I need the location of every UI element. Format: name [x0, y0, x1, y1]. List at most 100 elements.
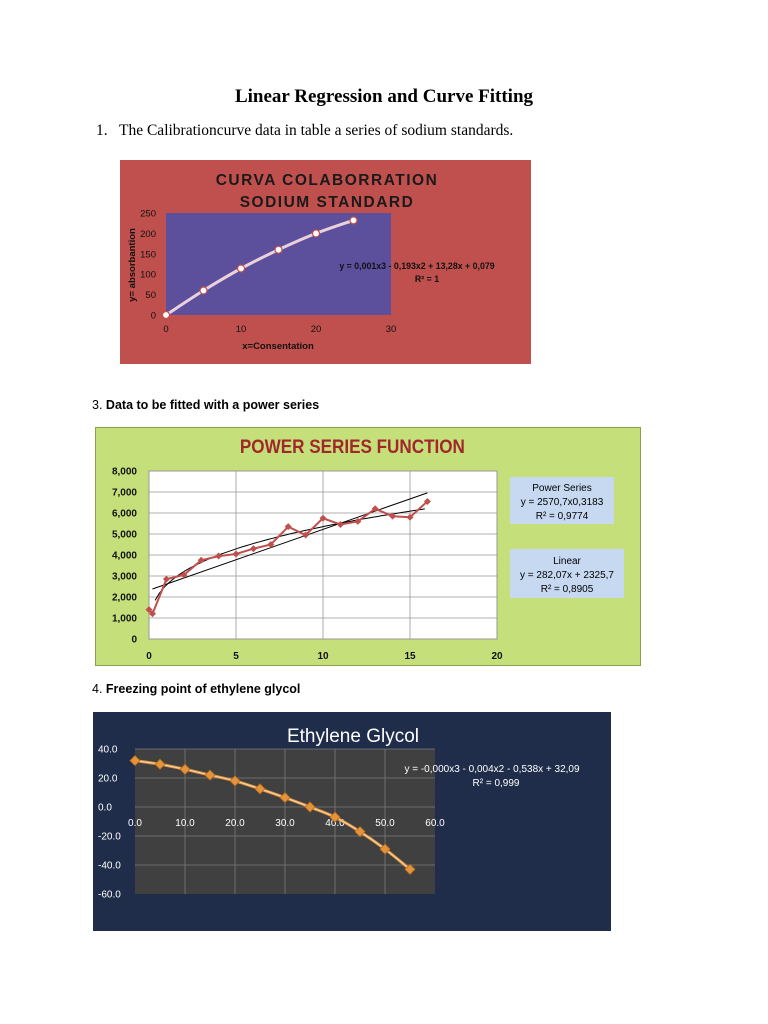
power-series-line: [148, 500, 429, 616]
ethylene-y-tick-label: 20.0: [98, 774, 118, 785]
ethylene-data-point: [404, 863, 416, 875]
calibration-data-point: [274, 245, 283, 254]
ethylene-data-point: [229, 775, 241, 787]
power-series-legend-r2: R² = 0,9774: [536, 511, 589, 522]
power-series-y-tick-label: 5,000: [112, 530, 137, 541]
ethylene-x-tick-label: 30.0: [275, 818, 295, 829]
question-3: 3. Data to be fitted with a power series: [92, 398, 319, 412]
calibration-y-tick-label: 200: [140, 229, 156, 240]
power-series-data-point: [406, 513, 414, 521]
ethylene-glycol-equation: y = -0,000x3 - 0,004x2 - 0,538x + 32,09: [404, 764, 580, 775]
power-series-data-point: [354, 517, 362, 525]
power-series-data-point: [267, 541, 275, 548]
power-series-data-point: [148, 610, 156, 618]
ethylene-x-tick-label: 20.0: [225, 818, 245, 829]
calibration-equation: y = 0,001x3 - 0,193x2 + 13,28x + 0,079: [339, 261, 494, 271]
calibration-y-tick-label: 50: [145, 290, 156, 301]
calibration-chart-title-2: SODIUM STANDARD: [240, 194, 415, 211]
power-series-x-tick-label: 10: [317, 651, 329, 662]
power-trendline: [154, 508, 425, 601]
power-series-y-tick-label: 8,000: [112, 467, 137, 478]
power-series-chart: POWER SERIES FUNCTION 0 1,000 2,000 3,000 4,…: [95, 427, 641, 666]
ethylene-glycol-chart-svg: Ethylene Glycol 40.0 20.0 0.0 -20.0 -40.0 -60…: [93, 712, 611, 931]
linear-trendline: [152, 492, 428, 590]
ethylene-glycol-r-squared: R² = 0,999: [473, 778, 520, 789]
power-series-y-tick-label: 3,000: [112, 572, 137, 583]
calibration-y-tick-label: 250: [140, 209, 156, 220]
ethylene-y-tick-label: 40.0: [98, 745, 118, 756]
ethylene-data-point: [304, 801, 316, 813]
power-series-x-tick-label: 15: [404, 651, 416, 662]
power-series-x-tick-label: 5: [233, 651, 239, 662]
question-4: 4. Freezing point of ethylene glycol: [92, 682, 300, 696]
power-series-legend-equation: y = 2570,7x0,3183: [521, 497, 604, 508]
question-4-number: 4.: [92, 682, 103, 696]
ethylene-y-tick-label: -20.0: [98, 832, 121, 843]
power-series-data-point: [145, 606, 153, 614]
ethylene-data-point: [329, 811, 341, 823]
calibration-x-tick-label: 10: [236, 324, 247, 335]
calibration-data-point: [236, 264, 246, 273]
ethylene-x-tick-label: 60.0: [425, 818, 445, 829]
power-series-data-point: [215, 552, 223, 560]
calibration-y-axis-label: y= absorbantion: [127, 228, 138, 302]
power-series-data-point: [423, 497, 431, 505]
power-series-y-tick-label: 4,000: [112, 551, 137, 562]
ethylene-data-point: [154, 758, 166, 770]
power-series-data-point: [197, 556, 205, 564]
ethylene-x-tick-label: 50.0: [375, 818, 395, 829]
power-series-data-point: [319, 514, 327, 522]
question-1-text: The Calibrationcurve data in table a ser…: [119, 122, 514, 139]
power-series-chart-svg: POWER SERIES FUNCTION 0 1,000 2,000 3,000 4,…: [95, 427, 641, 666]
calibration-y-tick-label: 100: [140, 270, 156, 281]
calibration-y-tick-label: 0: [151, 311, 156, 322]
ethylene-glycol-chart: Ethylene Glycol 40.0 20.0 0.0 -20.0 -40.0 -60…: [93, 712, 611, 931]
power-series-legend-box: [510, 477, 614, 524]
calibration-chart-title-1: CURVA COLABORRATION: [216, 172, 439, 189]
ethylene-x-tick-label: 40.0: [325, 818, 345, 829]
linear-legend-box: [510, 549, 624, 598]
calibration-x-tick-label: 30: [386, 324, 397, 335]
ethylene-x-tick-label: 0.0: [128, 818, 142, 829]
ethylene-y-tick-label: 0.0: [98, 803, 112, 814]
power-series-data-point: [336, 521, 344, 529]
linear-legend-label: Linear: [553, 556, 581, 567]
power-series-x-tick-label: 20: [491, 651, 503, 662]
question-1: 1. The Calibrationcurve data in table a s…: [96, 122, 513, 140]
power-series-chart-title: POWER SERIES FUNCTION: [240, 436, 465, 457]
question-1-number: 1.: [96, 122, 108, 139]
ethylene-y-tick-label: -40.0: [98, 861, 121, 872]
power-series-data-point: [389, 512, 397, 520]
calibration-data-point: [349, 216, 358, 225]
power-series-y-tick-label: 7,000: [112, 488, 137, 499]
calibration-data-point: [311, 229, 321, 238]
calibration-data-point: [161, 310, 171, 320]
power-series-data-point: [180, 571, 188, 579]
power-series-y-tick-label: 0: [131, 635, 137, 646]
ethylene-data-point: [179, 763, 191, 775]
calibration-plot-area: [166, 213, 391, 315]
power-series-y-tick-label: 2,000: [112, 593, 137, 604]
linear-legend-r2: R² = 0,8905: [541, 584, 594, 595]
question-3-number: 3.: [92, 398, 103, 412]
question-4-text: Freezing point of ethylene glycol: [105, 682, 301, 696]
power-series-data-point: [371, 505, 379, 513]
calibration-y-tick-label: 150: [140, 249, 156, 260]
question-3-text: Data to be fitted with a power series: [105, 398, 320, 412]
calibration-r-squared: R² = 1: [415, 274, 439, 284]
ethylene-glycol-chart-title: Ethylene Glycol: [287, 726, 419, 747]
ethylene-data-point: [379, 843, 391, 855]
power-series-data-point: [232, 550, 240, 558]
ethylene-y-tick-label: -60.0: [98, 890, 121, 901]
linear-legend-equation: y = 282,07x + 2325,7: [520, 570, 614, 581]
power-series-data-point: [249, 545, 257, 553]
power-series-data-point: [162, 575, 170, 583]
ethylene-data-point: [129, 755, 141, 767]
document-title: Linear Regression and Curve Fitting: [234, 86, 534, 107]
calibration-x-axis-label: x=Consentation: [242, 341, 314, 352]
calibration-x-tick-label: 0: [163, 324, 168, 335]
power-series-data-point: [302, 531, 310, 539]
ethylene-x-tick-label: 10.0: [175, 818, 195, 829]
ethylene-data-point: [354, 826, 366, 838]
calibration-data-point: [199, 286, 208, 295]
